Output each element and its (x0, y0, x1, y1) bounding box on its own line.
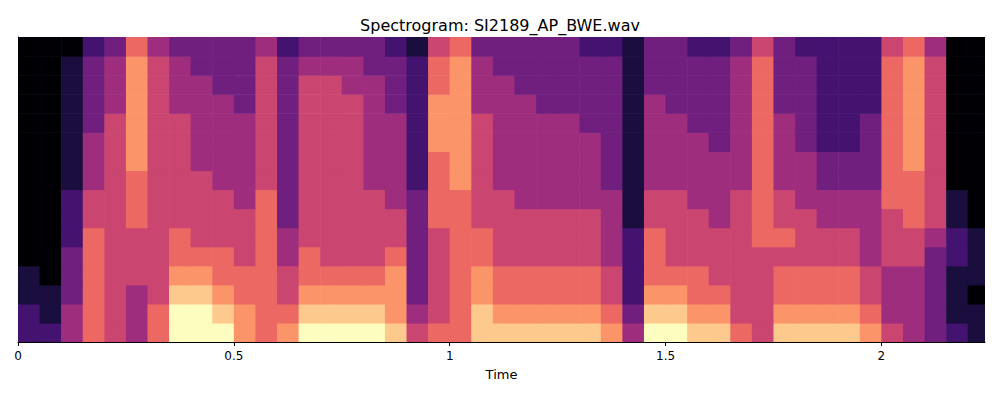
svg-text:1.5: 1.5 (656, 349, 675, 363)
svg-text:0: 0 (14, 349, 22, 363)
svg-text:2: 2 (878, 349, 886, 363)
svg-text:Time: Time (485, 367, 518, 382)
svg-text:Spectrogram: SI2189_AP_BWE.wav: Spectrogram: SI2189_AP_BWE.wav (360, 16, 640, 36)
svg-text:0.5: 0.5 (224, 349, 243, 363)
svg-text:1: 1 (446, 349, 454, 363)
